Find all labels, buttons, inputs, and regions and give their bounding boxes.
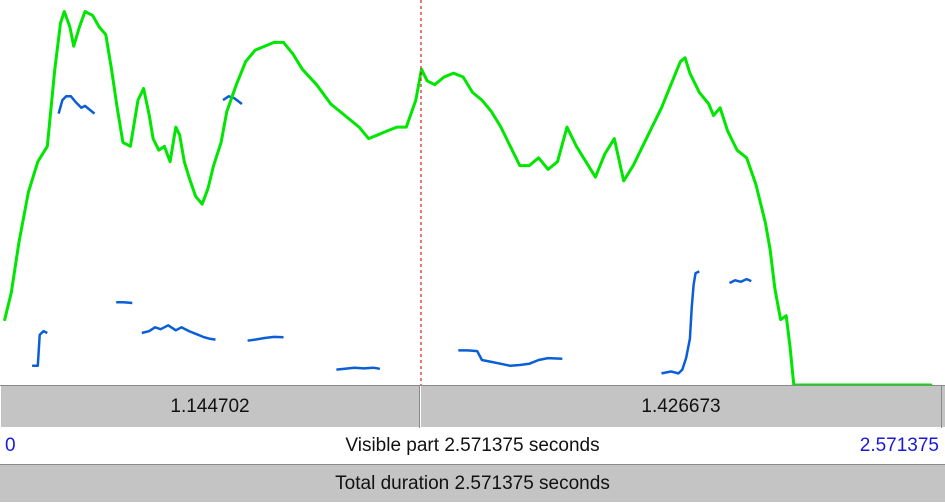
pitch-segment: [661, 270, 700, 375]
visible-part-bar[interactable]: Visible part 2.571375 seconds 0 2.571375: [0, 428, 945, 464]
pitch-segment: [458, 349, 563, 368]
visible-start-time: 0: [5, 435, 16, 456]
pitch-segment: [57, 95, 96, 115]
pitch-segment: [336, 366, 381, 371]
right-segment-duration[interactable]: 1.426673: [420, 386, 942, 428]
analysis-canvas[interactable]: [0, 0, 945, 385]
pitch-layer: [32, 95, 752, 375]
pitch-segment: [247, 335, 284, 342]
pitch-segment: [141, 324, 216, 341]
visible-end-time: 2.571375: [859, 435, 939, 456]
total-duration-bar[interactable]: Total duration 2.571375 seconds: [0, 464, 945, 502]
intensity-curve: [3, 10, 933, 385]
pitch-segment: [32, 329, 48, 368]
selection-bar: 1.144702 1.426673: [0, 385, 945, 428]
left-segment-duration[interactable]: 1.144702: [0, 386, 420, 428]
waveform-plot[interactable]: [0, 0, 945, 385]
visible-part-label: Visible part 2.571375 seconds: [345, 435, 600, 456]
pitch-segment: [728, 277, 752, 285]
pitch-segment: [116, 300, 133, 305]
